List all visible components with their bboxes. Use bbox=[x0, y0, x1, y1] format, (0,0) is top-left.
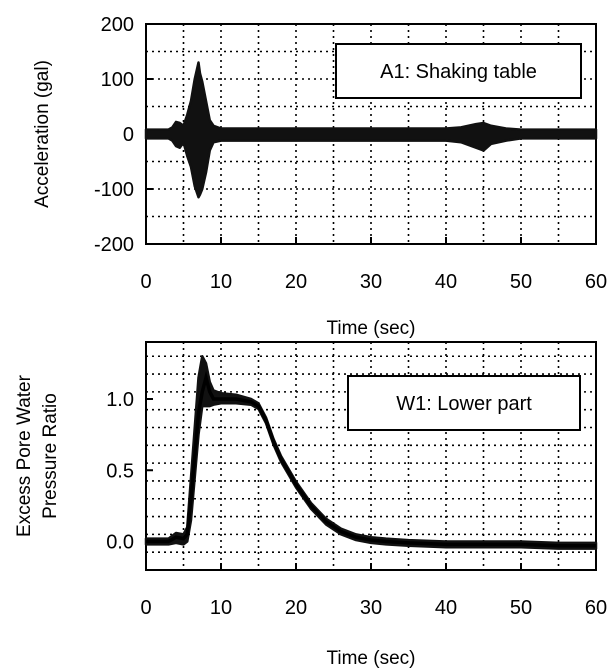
y-axis-label-line-2: Pressure Ratio bbox=[40, 393, 61, 519]
annotation-box: A1: Shaking table bbox=[335, 43, 582, 99]
series-acceleration bbox=[144, 61, 598, 199]
x-tick-label: 0 bbox=[140, 271, 151, 293]
annotation-frame bbox=[335, 43, 582, 99]
y-tick-label: 0 bbox=[123, 124, 134, 146]
x-tick-label: 50 bbox=[510, 271, 532, 293]
x-axis-label: Time (sec) bbox=[326, 318, 415, 339]
y-axis-label: Excess Pore Water Pressure Ratio bbox=[14, 374, 61, 537]
pore-pressure-panel: 0 10 20 30 40 50 60 1.0 0.5 0.0 W1: Lower part T… bbox=[14, 341, 607, 669]
annotation-label: A1: Shaking table bbox=[380, 61, 537, 83]
y-tick-label: -100 bbox=[94, 179, 134, 201]
x-axis-label: Time (sec) bbox=[326, 648, 415, 669]
x-tick-label: 60 bbox=[585, 597, 607, 619]
x-tick-label: 10 bbox=[210, 271, 232, 293]
y-tick-label: 0.0 bbox=[106, 532, 134, 554]
x-tick-label: 50 bbox=[510, 597, 532, 619]
y-tick-labels: 200 100 0 -100 -200 bbox=[94, 14, 153, 256]
x-tick-label: 30 bbox=[360, 271, 382, 293]
y-tick-label: 100 bbox=[101, 69, 134, 91]
y-axis-label: Acceleration (gal) bbox=[32, 60, 53, 208]
y-tick-label: 200 bbox=[101, 14, 134, 36]
x-tick-label: 40 bbox=[435, 597, 457, 619]
y-tick-label: 0.5 bbox=[106, 460, 134, 482]
annotation-label: W1: Lower part bbox=[396, 393, 532, 415]
x-tick-label: 30 bbox=[360, 597, 382, 619]
x-tick-label: 0 bbox=[140, 597, 151, 619]
y-axis-label-line-1: Excess Pore Water bbox=[14, 374, 35, 537]
y-tick-label: -200 bbox=[94, 234, 134, 256]
x-tick-label: 20 bbox=[285, 271, 307, 293]
x-tick-labels: 0 10 20 30 40 50 60 bbox=[140, 563, 607, 619]
x-tick-label: 60 bbox=[585, 271, 607, 293]
series-pore-pressure bbox=[144, 355, 598, 550]
x-tick-label: 10 bbox=[210, 597, 232, 619]
x-tick-label: 40 bbox=[435, 271, 457, 293]
series-line bbox=[146, 370, 596, 548]
annotation-frame bbox=[347, 375, 581, 431]
y-tick-labels: 1.0 0.5 0.0 bbox=[106, 389, 153, 554]
series-envelope bbox=[144, 61, 598, 199]
acceleration-panel: 0 10 20 30 40 50 60 200 100 0 -100 -200 A1: Shakin… bbox=[32, 14, 607, 339]
x-tick-labels: 0 10 20 30 40 50 60 bbox=[140, 237, 607, 293]
annotation-box: W1: Lower part bbox=[347, 375, 581, 431]
y-tick-label: 1.0 bbox=[106, 389, 134, 411]
x-tick-label: 20 bbox=[285, 597, 307, 619]
